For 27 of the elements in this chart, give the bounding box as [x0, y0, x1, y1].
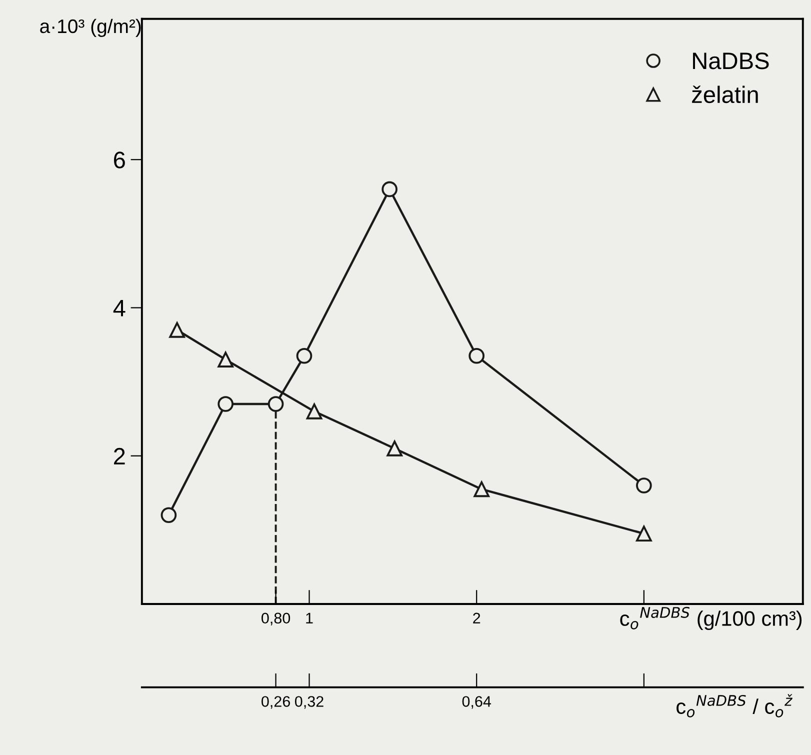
x-tick-label: 1 [306, 612, 313, 624]
point [306, 404, 322, 420]
point [474, 481, 490, 498]
point [636, 478, 652, 494]
point [468, 348, 485, 364]
y-tick-label: 6 [114, 152, 125, 168]
legend-label: NaDBS [693, 52, 769, 70]
point [636, 526, 652, 542]
point [386, 440, 403, 456]
x-tick-label: 2 [473, 612, 480, 624]
legend-label: želatin [692, 86, 758, 104]
x-tick-label: 0,80 [262, 612, 290, 626]
point [268, 396, 284, 412]
y-axis-title: a·10³ (g/m²) [40, 18, 141, 37]
point [218, 352, 234, 368]
x2-tick-label: 0,32 [294, 696, 324, 709]
point [382, 181, 398, 198]
x2-tick-label: 0,64 [462, 696, 492, 709]
y-tick-label: 4 [113, 300, 126, 316]
x2-tick-label: 0,26 [262, 696, 290, 709]
point [169, 322, 185, 338]
point [296, 348, 312, 364]
point [218, 396, 234, 412]
x2-axis-title: c$_{o}$$^{NaDBS}$ / c$_{o}$$^{ž}$ [676, 694, 792, 718]
point [160, 507, 177, 524]
x-axis-title: c$_{o}$$^{NaDBS}$ (g/100 cm³) [620, 606, 802, 630]
y-tick-label: 2 [114, 448, 125, 464]
